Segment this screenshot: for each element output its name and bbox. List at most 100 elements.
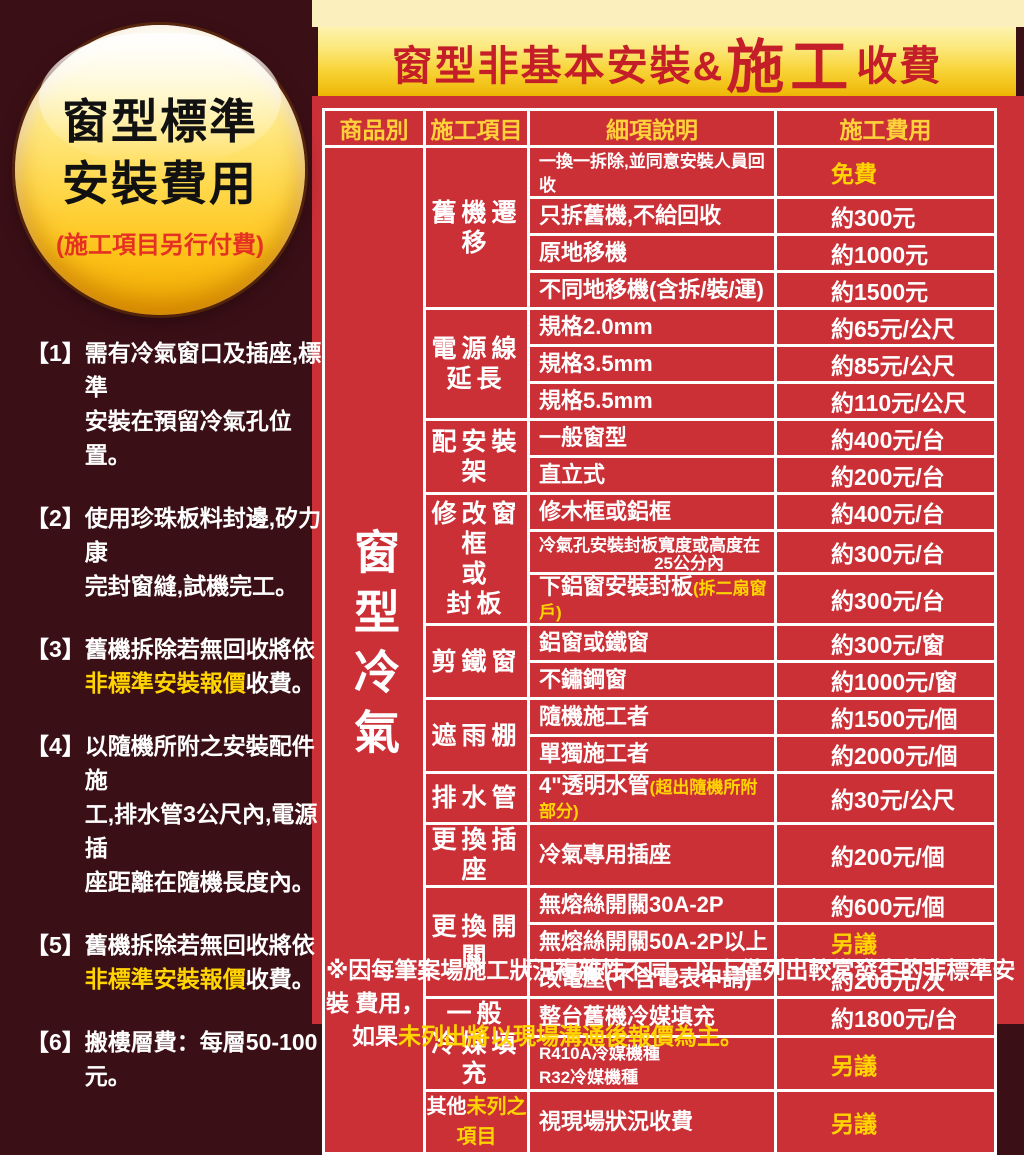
- detail-cell: 一般窗型: [527, 418, 777, 458]
- fee-cell: 約1500元: [774, 270, 997, 310]
- note-text: 舊機拆除若無回收將依 非標準安裝報價收費。: [85, 928, 322, 996]
- table-row: 規格3.5mm 約85元/公尺: [324, 344, 997, 384]
- note-item: 【1】 需有冷氣窗口及插座,標準 安裝在預留冷氣孔位置。: [26, 336, 322, 472]
- text-segment: 收費。: [245, 670, 315, 696]
- note-number: 【2】: [26, 505, 85, 531]
- detail-cell: 一換一拆除,並同意安裝人員回收: [527, 145, 777, 199]
- text-segment: 無熔絲開關30A-2P: [539, 892, 724, 917]
- text-segment: 剪鐵窗: [431, 647, 522, 676]
- detail-cell: 單獨施工者: [527, 734, 777, 774]
- detail-cell: 隨機施工者: [527, 697, 777, 737]
- text-segment: 需有冷氣窗口及插座,標準: [84, 340, 322, 400]
- text-segment: 一換一拆除,並同意安裝人員回收: [539, 152, 765, 195]
- detail-cell: 原地移機: [527, 233, 777, 273]
- text-segment: 視現場狀況收費: [539, 1109, 694, 1134]
- text-segment: 以隨機所附之安裝配件施: [84, 733, 315, 793]
- text-segment: 座距離在隨機長度內。: [84, 869, 315, 895]
- text-segment: 安裝在預留冷氣孔位置。: [84, 408, 292, 468]
- text-segment: 或: [461, 560, 492, 588]
- note-text: 舊機拆除若無回收將依 非標準安裝報價收費。: [85, 632, 322, 700]
- table-row: 冷氣孔安裝封板寬度或高度在 25公分內 約300元/台: [324, 529, 997, 575]
- text-segment: 舊機拆除若無回收將依: [84, 636, 315, 662]
- text-segment: 25公分內: [654, 554, 724, 573]
- fee-cell: 約300元/台: [774, 572, 997, 626]
- fee-cell: 約300元: [774, 196, 997, 236]
- text-segment: 一般: [446, 1000, 507, 1029]
- detail-cell: 冷氣孔安裝封板寬度或高度在 25公分內: [527, 529, 777, 575]
- text-segment: 規格3.5mm: [539, 351, 653, 376]
- text-segment: 使用珍珠板料封邊,矽力康: [84, 505, 322, 565]
- badge-line-1: 窗型標準: [62, 95, 258, 148]
- footer-line-2: 如果未列出將以現場溝通後報價為主。: [352, 1020, 1016, 1053]
- section-label-cell: 修改窗框或封板: [423, 492, 530, 626]
- text-segment: 無熔絲開關50A-2P以上: [539, 929, 768, 954]
- top-pale-strip: [312, 0, 1024, 27]
- detail-cell: 改電壓(不含電表申請): [527, 959, 777, 999]
- section-label-cell: 配安裝架: [423, 418, 530, 495]
- text-segment: 封板: [446, 590, 507, 618]
- text-segment: 不同地移機(含拆/裝/運): [539, 277, 764, 302]
- product-category-label: 窗型冷氣: [348, 527, 400, 768]
- note-number: 【1】: [26, 340, 85, 366]
- section-label-cell: 更換插座: [423, 822, 530, 888]
- note-text: 以隨機所附之安裝配件施 工,排水管3公尺內,電源插 座距離在隨機長度內。: [85, 729, 322, 899]
- badge-line-2: 安裝費用: [62, 157, 258, 210]
- detail-cell: 4"透明水管(超出隨機所附部分): [527, 771, 777, 825]
- text-segment: 排水管: [431, 784, 522, 812]
- text-segment: 規格2.0mm: [539, 314, 653, 339]
- table-row: 改電壓(不含電表申請) 約200元/次: [324, 959, 997, 999]
- table-row: 規格5.5mm 約110元/公尺: [324, 381, 997, 421]
- table-row: 更換插座 冷氣專用插座 約200元/個: [324, 822, 997, 888]
- fee-cell: 約65元/公尺: [774, 307, 997, 347]
- detail-cell: 無熔絲開關30A-2P: [527, 885, 777, 925]
- detail-cell: 鋁窗或鐵窗: [527, 623, 777, 663]
- text-segment: 配安裝架: [431, 427, 522, 486]
- fee-cell: 免費: [774, 145, 997, 199]
- section-label-cell: 舊機遷移: [423, 145, 530, 310]
- text-segment: 非標準安裝報價: [84, 670, 246, 696]
- badge-content: 窗型標準 安裝費用 (施工項目另行付費): [15, 25, 305, 260]
- table-row: 只拆舊機,不給回收 約300元: [324, 196, 997, 236]
- note-item: 【4】 以隨機所附之安裝配件施 工,排水管3公尺內,電源插 座距離在隨機長度內。: [26, 729, 322, 899]
- text-segment: 其他: [426, 1096, 467, 1118]
- text-segment: 舊機遷移: [431, 198, 522, 257]
- text-segment: 不鏽鋼窗: [539, 667, 628, 692]
- text-segment: (拆二扇窗戶): [539, 579, 767, 622]
- banner-title-big: 施工: [726, 34, 855, 100]
- text-segment: 鋁窗或鐵窗: [539, 630, 650, 655]
- text-segment: 電源線: [431, 335, 522, 363]
- banner-title: 窗型非基本安裝& 施工 收費: [318, 27, 1016, 100]
- text-segment: 冷氣孔安裝封板寬度或高度在: [539, 536, 760, 555]
- table-row: 排水管 4"透明水管(超出隨機所附部分) 約30元/公尺: [324, 771, 997, 825]
- product-category-cell: 窗型冷氣: [322, 145, 426, 1155]
- poster: 窗型非基本安裝& 施工 收費 窗型標準 安裝費用 (施工項目另行付費) 【1】需…: [15, 0, 1024, 1155]
- text-segment: 修改窗框: [431, 500, 522, 558]
- section-label-cell: 電源線 延長: [423, 307, 530, 421]
- detail-cell: 不鏽鋼窗: [527, 660, 777, 700]
- note-item: 【3】 舊機拆除若無回收將依 非標準安裝報價收費。: [26, 632, 322, 700]
- text-segment: 修木框或鋁框: [539, 499, 672, 524]
- table-row: 遮雨棚 隨機施工者 約1500元/個: [324, 697, 997, 774]
- text-segment: 一般窗型: [539, 425, 628, 450]
- fee-cell: 約1500元/個: [774, 697, 997, 737]
- note-number: 【5】: [26, 932, 85, 958]
- footer-line-1: ※因每筆案場施工狀況複雜性不同，以上僅列出較常發生的非標準安裝 費用，: [326, 957, 1016, 1016]
- table-row: 單獨施工者 約2000元/個: [324, 734, 997, 774]
- text-segment: 直立式: [539, 462, 606, 487]
- text-segment: 完封窗縫,試機完工。: [84, 573, 299, 599]
- text-segment: R32冷媒機種: [539, 1067, 639, 1087]
- fee-cell: 約110元/公尺: [774, 381, 997, 421]
- section-label-cell: 遮雨棚: [423, 697, 530, 774]
- text-segment: 冷氣專用插座: [539, 842, 672, 867]
- table-row: 更換開關 無熔絲開關30A-2P 約600元/個: [324, 885, 997, 999]
- column-header-fee: 施工費用: [774, 108, 997, 148]
- text-segment: 舊機拆除若無回收將依: [84, 932, 315, 958]
- banner-title-left: 窗型非基本安裝&: [391, 42, 725, 89]
- badge-note: (施工項目另行付費): [56, 232, 264, 259]
- fee-cell: 另議: [774, 1089, 997, 1155]
- fee-cell: 約400元/台: [774, 418, 997, 458]
- detail-cell: 修木框或鋁框: [527, 492, 777, 532]
- note-number: 【3】: [26, 636, 85, 662]
- detail-cell: 規格2.0mm: [527, 307, 777, 347]
- table-row: 下鋁窗安裝封板(拆二扇窗戶) 約300元/台: [324, 572, 997, 626]
